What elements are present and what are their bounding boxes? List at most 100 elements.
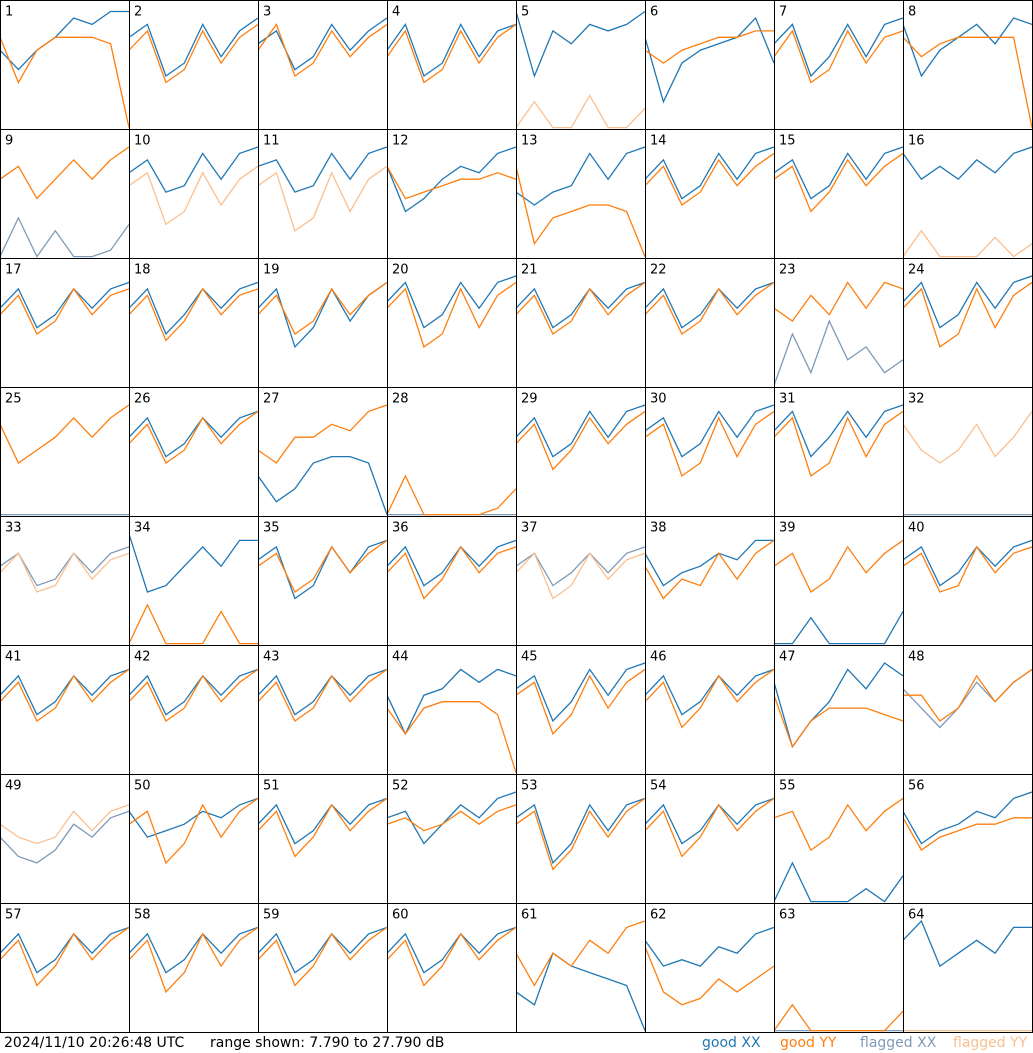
panel-number: 56	[908, 779, 925, 794]
panel	[645, 281, 774, 335]
panel-number: 7	[779, 5, 787, 20]
trace-good-xx	[129, 926, 258, 974]
trace-flagged-yy	[903, 229, 1032, 258]
panel-number: 58	[134, 908, 151, 923]
panel-number: 48	[908, 650, 925, 665]
trace-good-yy	[903, 668, 1032, 722]
trace-good-yy	[258, 539, 387, 593]
panel-number: 12	[392, 134, 409, 149]
panel	[903, 411, 1032, 516]
trace-good-yy	[258, 668, 387, 722]
trace-good-xx	[387, 926, 516, 974]
trace-good-yy	[645, 281, 774, 335]
panel	[0, 926, 129, 987]
panel-number: 33	[5, 521, 22, 536]
panel	[129, 17, 258, 84]
panel	[0, 804, 129, 864]
trace-good-xx	[258, 17, 387, 71]
trace-flagged-xx	[516, 546, 645, 587]
panel-frame	[903, 129, 1033, 259]
panel-frame	[645, 0, 775, 130]
panel-frame	[0, 645, 130, 775]
panel-number: 42	[134, 650, 151, 665]
panel-number: 23	[779, 263, 796, 278]
panel-number: 52	[392, 779, 409, 794]
panel-number: 13	[521, 134, 538, 149]
panel-frame	[0, 258, 130, 388]
panel	[387, 474, 516, 516]
panel-number: 55	[779, 779, 796, 794]
panel	[0, 281, 129, 335]
panel	[258, 668, 387, 722]
trace-good-yy	[774, 152, 903, 213]
panel-number: 29	[521, 392, 538, 407]
panel-frame	[516, 387, 646, 517]
panel-number: 49	[5, 779, 22, 794]
trace-good-xx	[774, 17, 903, 78]
trace-good-yy	[387, 165, 516, 200]
trace-good-xx	[0, 281, 129, 329]
panel-frame	[774, 258, 904, 388]
panel	[387, 926, 516, 987]
panel-number: 25	[5, 392, 22, 407]
panel-frame	[903, 0, 1033, 130]
panel	[903, 791, 1032, 851]
trace-flagged-yy	[129, 165, 258, 226]
panel-number: 5	[521, 5, 529, 20]
panel-frame	[258, 516, 388, 646]
trace-good-xx	[516, 281, 645, 329]
panel-frame	[258, 0, 388, 130]
panel-number: 2	[134, 5, 142, 20]
trace-good-yy	[387, 701, 516, 773]
panel-frame	[258, 258, 388, 388]
panel-frame	[129, 0, 259, 130]
panel	[774, 662, 903, 749]
trace-good-xx	[903, 539, 1032, 587]
panel-frame	[774, 774, 904, 904]
panel-number: 18	[134, 263, 151, 278]
trace-good-yy	[645, 668, 774, 729]
panel-frame	[0, 129, 130, 259]
panel-frame	[0, 774, 130, 904]
panel-frame	[645, 645, 775, 775]
trace-good-yy	[645, 152, 774, 206]
trace-good-yy	[387, 281, 516, 348]
trace-good-yy	[774, 694, 903, 749]
panel-number: 63	[779, 908, 796, 923]
panel-frame	[645, 774, 775, 904]
panel-frame	[516, 774, 646, 904]
trace-good-xx	[645, 404, 774, 458]
panel-number: 10	[134, 134, 151, 149]
trace-good-yy	[516, 281, 645, 335]
panel-frame	[387, 0, 517, 130]
legend-entry: flagged YY	[953, 1035, 1028, 1051]
panel-number: 57	[5, 908, 22, 923]
panel	[774, 281, 903, 386]
trace-good-xx	[774, 146, 903, 200]
panel-number: 47	[779, 650, 796, 665]
panel-frame	[129, 387, 259, 517]
trace-good-yy	[129, 603, 258, 645]
timestamp: 2024/11/10 20:26:48 UTC	[4, 1035, 184, 1051]
trace-flagged-yy	[516, 94, 645, 129]
panel-frame	[774, 0, 904, 130]
panel-number: 59	[263, 908, 280, 923]
trace-good-yy	[516, 920, 645, 987]
trace-good-xx	[516, 952, 645, 1031]
panel-frame	[387, 903, 517, 1033]
trace-good-xx	[387, 668, 516, 736]
panel-frame	[645, 258, 775, 388]
panel	[774, 797, 903, 903]
panel-number: 15	[779, 134, 796, 149]
panel-number: 17	[5, 263, 22, 278]
trace-good-yy	[129, 287, 258, 342]
trace-good-yy	[387, 23, 516, 84]
panel	[903, 17, 1032, 128]
panel-number: 35	[263, 521, 280, 536]
panel-number: 19	[263, 263, 280, 278]
panel-frame	[645, 387, 775, 517]
panel	[645, 16, 774, 104]
trace-good-yy	[0, 926, 129, 987]
trace-flagged-xx	[774, 319, 903, 386]
panel-frame	[0, 0, 130, 130]
